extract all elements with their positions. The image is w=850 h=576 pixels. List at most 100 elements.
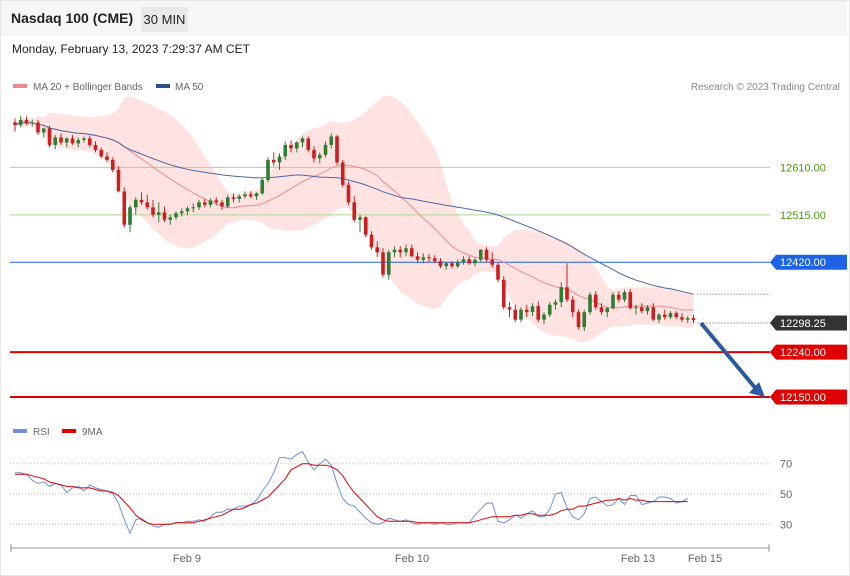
rsi-ma-legend-swatch (62, 429, 76, 433)
x-axis: Feb 9 Feb 10 Feb 13 Feb 15 (10, 544, 770, 565)
candle-body (668, 313, 673, 318)
candle (536, 301, 541, 323)
candle-body (70, 138, 75, 144)
candle-body (662, 314, 667, 318)
candle-body (427, 257, 431, 259)
candle-body (174, 213, 178, 218)
bollinger-band-area (15, 95, 694, 343)
candle (375, 241, 380, 258)
candle-body (421, 257, 426, 260)
candle (369, 231, 374, 250)
candle-body (266, 159, 270, 180)
candle-body (110, 159, 115, 170)
candle (70, 134, 75, 145)
candle (237, 194, 242, 203)
candle (553, 299, 558, 310)
candle-body (415, 256, 420, 260)
timeframe-selector[interactable]: 30 MIN (141, 7, 188, 32)
candle (283, 141, 288, 160)
level-label: 12150.00 (780, 392, 826, 404)
level-label: 12240.00 (780, 347, 826, 359)
candle (346, 181, 351, 205)
candle-body (530, 306, 535, 313)
price-levels: 12610.00 12515.00 12420.00 12298.25 12240.00… (10, 162, 847, 405)
candle-body (277, 156, 282, 163)
candles (13, 116, 696, 332)
candle-body (484, 249, 489, 260)
candle (524, 304, 529, 318)
candle-body (513, 309, 518, 320)
candle-body (30, 122, 35, 124)
level-label: 12420.00 (780, 257, 826, 269)
candle-body (36, 122, 40, 133)
candle-body (599, 307, 604, 313)
candle (593, 291, 598, 310)
candle (501, 276, 506, 310)
candle (513, 304, 518, 323)
rsi-ma-line (15, 463, 688, 525)
candle (271, 152, 276, 167)
candle (110, 157, 115, 173)
candle-body (519, 309, 523, 320)
candle (82, 136, 86, 143)
candle (478, 249, 483, 263)
candle-body (461, 259, 466, 263)
candle (490, 252, 495, 268)
candle-body (191, 207, 196, 209)
candle-body (202, 202, 207, 205)
candle (329, 133, 334, 149)
candle-body (168, 217, 173, 220)
candle-body (639, 307, 644, 312)
candle-body (162, 212, 167, 220)
candle (455, 259, 460, 269)
candle-body (369, 234, 374, 248)
candle-body (254, 193, 259, 197)
instrument-title: Nasdaq 100 (CME) (11, 10, 134, 26)
candle (59, 133, 63, 145)
candle-body (248, 194, 253, 197)
candle (24, 116, 29, 125)
candle (300, 136, 305, 148)
candle (260, 177, 265, 195)
candle-body (432, 258, 437, 262)
candle (691, 314, 696, 324)
candle (461, 256, 466, 265)
candle (36, 119, 40, 135)
candle (197, 199, 201, 210)
candle-body (271, 159, 276, 163)
candle-body (237, 196, 242, 199)
candle-body (450, 263, 454, 267)
candle-body (283, 144, 288, 157)
candle (266, 157, 270, 183)
ma20-legend-swatch (13, 84, 27, 88)
candle (599, 303, 604, 315)
candle (674, 311, 679, 320)
candle-body (53, 137, 58, 145)
candle-body (490, 259, 495, 265)
candle-body (645, 307, 650, 312)
rsi-tick-label: 30 (780, 519, 792, 531)
candle-body (179, 211, 184, 214)
level-tag (770, 254, 847, 270)
candle-body (76, 139, 81, 144)
candle (317, 152, 322, 164)
candle-body (156, 212, 161, 215)
candle (616, 291, 621, 303)
candle (139, 192, 144, 205)
candle-body (47, 128, 52, 145)
candle (133, 197, 138, 215)
candle-body (197, 202, 201, 208)
candle-body (105, 156, 109, 160)
candle-body (651, 307, 656, 320)
candle (312, 146, 316, 163)
candle (352, 196, 357, 223)
candle (611, 292, 615, 310)
candle (507, 302, 512, 318)
candle (381, 248, 385, 278)
candle (76, 137, 81, 148)
candle (415, 252, 420, 264)
candle (243, 191, 247, 199)
candle (335, 134, 339, 165)
candle-body (260, 179, 265, 194)
